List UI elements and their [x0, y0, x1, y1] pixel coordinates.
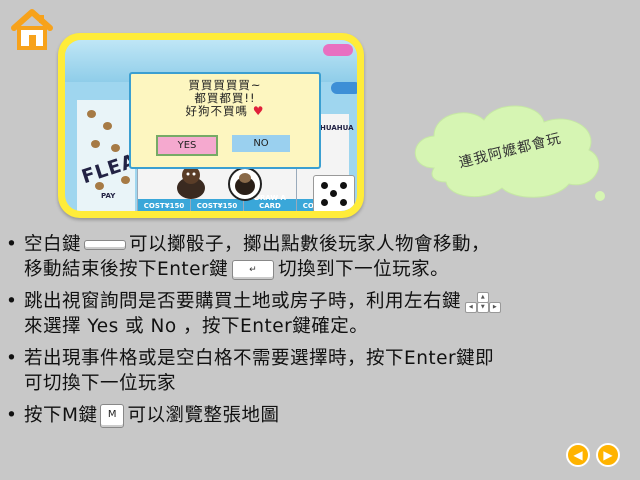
text-fragment: 移動結束後按下Enter鍵 [24, 259, 228, 280]
purchase-dialog: 買買買買買~ 都買都買!! 好狗不買嗎 ♥ YES NO [129, 72, 321, 169]
home-button[interactable] [10, 6, 54, 52]
yes-button[interactable]: YES [156, 135, 218, 156]
next-page-button[interactable]: ▶ [596, 443, 620, 467]
arrow-keys-icon: ▲ ◀ ▼ ▶ [463, 292, 501, 312]
bone-decoration [323, 44, 353, 56]
m-key-icon: M [100, 404, 124, 428]
list-item: 空白鍵 可以擲骰子，擲出點數後玩家人物會移動， 移動結束後按下Enter鍵↵切換到… [4, 232, 634, 282]
instruction-list: 空白鍵 可以擲骰子，擲出點數後玩家人物會移動， 移動結束後按下Enter鍵↵切換到… [4, 232, 634, 435]
list-item: 跳出視窗詢問是否要購買土地或房子時，利用左右鍵 ▲ ◀ ▼ ▶ 來選擇 Yes … [4, 289, 634, 339]
text-fragment: 可以擲骰子，擲出點數後玩家人物會移動， [129, 234, 490, 255]
dialog-line-3-wrap: 好狗不買嗎 ♥ [131, 105, 319, 118]
space-key-icon [84, 240, 126, 250]
text-fragment: 來選擇 Yes 或 No ，按下Enter鍵確定。 [24, 316, 368, 337]
dialog-line-3: 好狗不買嗎 [186, 104, 249, 118]
text-fragment: 空白鍵 [24, 234, 81, 255]
no-button[interactable]: NO [232, 135, 290, 152]
enter-key-icon: ↵ [232, 260, 274, 280]
bone-decoration [331, 82, 357, 94]
heart-icon: ♥ [253, 105, 265, 118]
game-preview-panel: FLEA PAY COST¥150 COST¥150 DRAW A CARD C… [58, 33, 364, 218]
chevron-left-icon: ◀ [568, 445, 588, 465]
dice-icon [313, 175, 355, 211]
text-fragment: 若出現事件格或是空白格不需要選擇時，按下Enter鍵即 [24, 348, 494, 369]
chevron-right-icon: ▶ [598, 445, 618, 465]
list-item: 若出現事件格或是空白格不需要選擇時，按下Enter鍵即 可切換下一位玩家 [4, 346, 634, 396]
chihuahua-label: HUAHUA [320, 124, 354, 132]
prev-page-button[interactable]: ◀ [566, 443, 590, 467]
house-icon [10, 6, 54, 52]
text-fragment: 切換到下一位玩家。 [278, 259, 449, 280]
text-fragment: 按下M鍵 [24, 405, 97, 426]
text-fragment: 可以瀏覽整張地圖 [127, 405, 279, 426]
game-screen: FLEA PAY COST¥150 COST¥150 DRAW A CARD C… [65, 40, 357, 211]
text-fragment: 可切換下一位玩家 [24, 373, 176, 394]
dog-icon [225, 164, 265, 202]
text-fragment: 跳出視窗詢問是否要購買土地或房子時，利用左右鍵 [24, 291, 461, 312]
